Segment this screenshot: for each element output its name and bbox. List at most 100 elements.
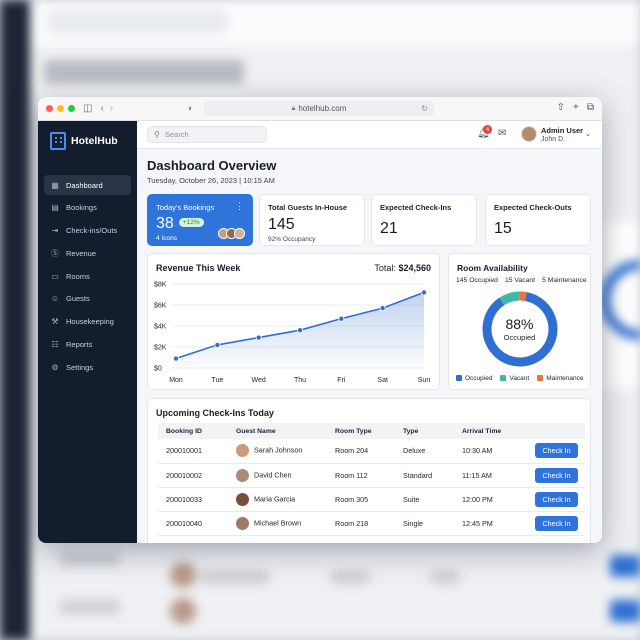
logo[interactable]: HotelHub <box>38 129 137 153</box>
page-date: Tuesday, October 26, 2023 | 10:15 AM <box>147 176 275 185</box>
check-in-button[interactable]: Check In <box>535 515 578 531</box>
sidebar-item-bookings[interactable]: ▤ Bookings <box>44 198 131 218</box>
search-input[interactable]: ⚲ Search <box>147 126 267 143</box>
calendar-icon: ▤ <box>51 203 59 213</box>
stat-card-checkouts[interactable]: Expected Check-Outs 15 <box>485 194 591 246</box>
mail-icon[interactable]: ✉ <box>498 128 507 139</box>
lock-icon: 🔒︎ <box>291 104 296 112</box>
back-icon[interactable]: ‹ <box>100 103 104 114</box>
grid-icon: ▦ <box>51 180 59 190</box>
cell-text: 200010002 <box>166 470 202 480</box>
user-name: Admin User <box>541 126 584 135</box>
availability-summary: 145 Occupied 15 Vacant 5 Maintenance <box>456 277 587 284</box>
more-icon[interactable]: ⋮ <box>235 201 244 211</box>
forward-icon[interactable]: › <box>109 103 114 114</box>
legend-swatch <box>537 375 544 381</box>
check-in-button[interactable]: Check In <box>535 467 578 483</box>
sidebar-item-label: Bookings <box>66 203 97 213</box>
stat-card-guests[interactable]: Total Guests In-House 145 92% Occupancy <box>259 194 365 246</box>
close-window-button[interactable] <box>46 105 53 112</box>
cell-text: 200010001 <box>166 446 202 456</box>
stat-card-checkins[interactable]: Expected Check-Ins 21 <box>371 194 477 246</box>
column-header: Guest Name <box>236 427 276 435</box>
users-icon: ☺ <box>50 294 60 304</box>
reload-icon[interactable]: ↻ <box>421 104 428 113</box>
x-tick-label: Fri <box>337 377 346 384</box>
cell-text: David Chen <box>254 469 292 479</box>
new-tab-icon[interactable]: + <box>573 102 579 113</box>
bell-icon[interactable]: 🔔︎ <box>477 128 490 139</box>
sidebar-item-settings[interactable]: ⚙ Settings <box>44 357 131 377</box>
donut-slice-vacant[interactable] <box>499 291 521 306</box>
data-point[interactable] <box>420 289 427 296</box>
donut-slice-maintenance[interactable] <box>519 291 527 301</box>
user-menu[interactable]: Admin User John D. <box>541 126 583 143</box>
donut-center-label: Occupied <box>503 333 536 342</box>
check-in-button[interactable]: Check In <box>535 443 578 459</box>
cell-text: Maria Garcia <box>254 493 296 503</box>
address-bar[interactable]: 🔒︎ hotelhub.com ↻ <box>204 101 434 116</box>
cell-id: 200010040 <box>158 511 228 536</box>
sidebar-item-revenue[interactable]: Ⓢ Revenue <box>44 243 131 263</box>
legend-swatch <box>500 375 507 381</box>
donut-center-value: 88% <box>505 316 534 332</box>
stat-label: Expected Check-Ins <box>380 203 452 212</box>
cell-guest: Sarah Johnson <box>228 439 327 464</box>
broom-icon: ⚒ <box>51 317 59 327</box>
chart-title: Revenue This Week <box>156 263 241 273</box>
x-tick-label: Sun <box>418 377 431 384</box>
cell-text: Standard <box>403 470 433 480</box>
stat-sub: 92% Occupancy <box>268 236 316 243</box>
maximize-window-button[interactable] <box>68 105 75 112</box>
cell-type: Single <box>395 511 454 536</box>
sidebar-item-dashboard[interactable]: ▦ Dashboard <box>44 175 131 195</box>
cell-id: 200010001 <box>158 439 228 464</box>
sidebar: HotelHub ▦ Dashboard ▤ Bookings ⇥ Check-ins/O… <box>38 121 137 543</box>
app-name: HotelHub <box>71 135 118 147</box>
data-point[interactable] <box>172 355 179 362</box>
sidebar-item-rooms[interactable]: ▭ Rooms <box>44 266 131 286</box>
sidebar-item-guests[interactable]: ☺ Guests <box>44 289 131 309</box>
avatar[interactable] <box>521 126 537 142</box>
stat-label: Today's Bookings <box>156 203 215 212</box>
sidebar-item-label: Reports <box>66 340 93 350</box>
shield-icon: ◐ <box>188 103 194 113</box>
sidebar-item-check-ins-outs[interactable]: ⇥ Check-ins/Outs <box>44 221 131 241</box>
main-content: ⚲ Search 🔔︎ 4 ✉ Admin User John D. ⌄ Das… <box>137 121 602 543</box>
search-placeholder: Search <box>164 130 189 139</box>
stat-label: Expected Check-Outs <box>494 203 572 212</box>
tabs-overview-icon[interactable]: ⧉ <box>586 102 594 113</box>
minimize-window-button[interactable] <box>57 105 64 112</box>
column-header <box>527 423 585 439</box>
stat-value: 21 <box>380 220 398 237</box>
x-tick-label: Tue <box>211 377 223 384</box>
top-bar: ⚲ Search 🔔︎ 4 ✉ Admin User John D. ⌄ <box>137 121 602 149</box>
donut-slice-occupied[interactable] <box>482 292 558 367</box>
data-point[interactable] <box>379 305 386 312</box>
column-header: Arrival Time <box>462 427 502 435</box>
legend-label: Maintenance <box>546 375 584 382</box>
legend-label: Vacant <box>509 375 530 382</box>
x-tick-label: Thu <box>294 377 306 384</box>
sidebar-item-housekeeping[interactable]: ⚒ Housekeeping <box>44 312 131 332</box>
url-text: hotelhub.com <box>298 104 347 113</box>
revenue-chart: $0 $2K $4K $6K $8K Mon Tue Wed Thu Fri Sat Sun <box>154 282 431 385</box>
check-in-button[interactable]: Check In <box>535 491 578 507</box>
stat-label: Total Guests In-House <box>268 203 348 212</box>
data-point[interactable] <box>255 334 262 341</box>
bed-icon: ▭ <box>51 271 59 281</box>
sidebar-item-label: Guests <box>66 294 90 304</box>
cell-time: 12:45 PM <box>454 511 527 536</box>
table-row: 200010040 Michael Brown Room 218 Single 12:4… <box>158 511 585 536</box>
stat-card-today-bookings[interactable]: Today's Bookings ⋮ 38 +12% 4 Icons <box>147 194 253 246</box>
sidebar-item-label: Settings <box>66 362 94 372</box>
share-icon[interactable]: ⇧ <box>556 102 566 113</box>
cell-text: 12:00 PM <box>462 494 493 504</box>
sidebar-item-reports[interactable]: ☷ Reports <box>44 335 131 355</box>
data-point[interactable] <box>214 341 221 348</box>
sidebar-toggle-icon[interactable]: ◫ <box>83 103 93 114</box>
data-point[interactable] <box>338 315 345 322</box>
data-point[interactable] <box>296 327 303 334</box>
cell-text: Room 112 <box>335 470 368 480</box>
chevron-down-icon[interactable]: ⌄ <box>585 131 591 138</box>
